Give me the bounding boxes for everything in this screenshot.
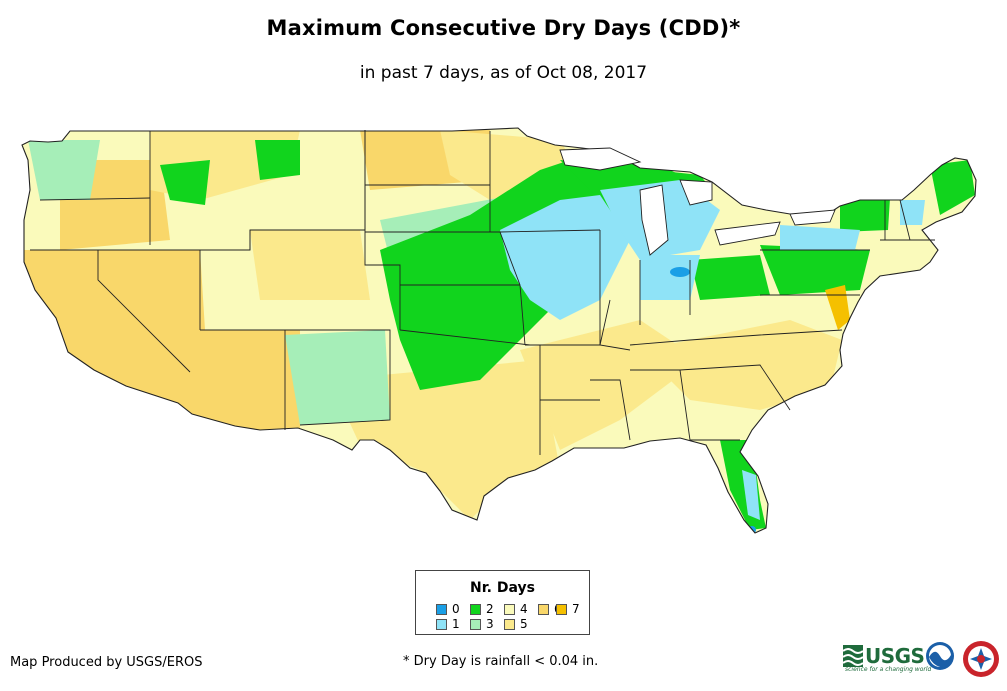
legend-item-3: 3	[470, 617, 494, 631]
usgs-logo: USGS	[843, 644, 925, 668]
legend-label: 2	[486, 602, 494, 616]
legend-swatch	[556, 603, 567, 615]
legend-swatch	[538, 603, 549, 615]
legend-label: 5	[520, 617, 528, 631]
footnote: * Dry Day is rainfall < 0.04 in.	[403, 654, 599, 669]
legend-item-7: 7	[556, 602, 580, 616]
legend-label: 7	[572, 602, 580, 616]
usgs-wave-icon	[843, 645, 863, 667]
nws-logo-icon	[963, 641, 999, 677]
legend-item-2: 2	[470, 602, 494, 616]
legend-item-4: 4	[504, 602, 528, 616]
legend-item-0: 0	[436, 602, 460, 616]
map-title: Maximum Consecutive Dry Days (CDD)*	[266, 16, 741, 40]
legend-label: 0	[452, 602, 460, 616]
legend-item-1: 1	[436, 617, 460, 631]
legend-item-5: 5	[504, 617, 528, 631]
legend-label: 4	[520, 602, 528, 616]
legend-swatch	[470, 618, 481, 630]
legend-title: Nr. Days	[470, 580, 535, 596]
noaa-logo-icon	[926, 642, 954, 670]
legend-label: 1	[452, 617, 460, 631]
map-subtitle: in past 7 days, as of Oct 08, 2017	[359, 63, 648, 83]
usgs-wordmark: USGS	[865, 644, 925, 668]
legend-swatch	[436, 603, 447, 615]
map-credit: Map Produced by USGS/EROS	[10, 655, 203, 670]
legend-label: 3	[486, 617, 494, 631]
legend: Nr. Days 0 1 2 3 4 5 6 7	[415, 570, 590, 635]
us-dry-days-map	[21, 127, 977, 534]
legend-swatch	[436, 618, 447, 630]
legend-swatch	[504, 618, 515, 630]
legend-swatch	[504, 603, 515, 615]
usgs-tagline: science for a changing world	[845, 666, 932, 673]
legend-swatch	[470, 603, 481, 615]
